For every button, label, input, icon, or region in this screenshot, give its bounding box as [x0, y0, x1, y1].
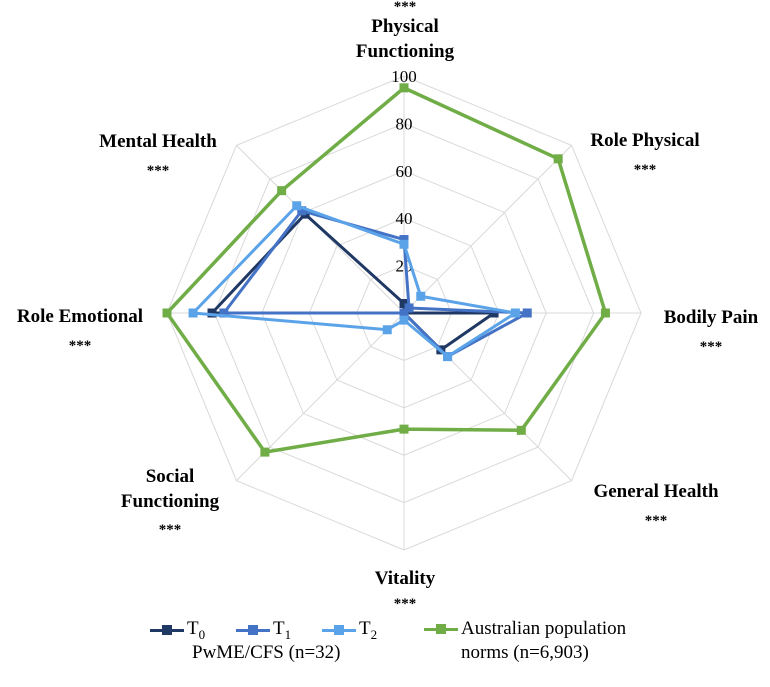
series-point [382, 325, 392, 335]
series-point [399, 235, 409, 245]
legend-caption: PwME/CFS (n=32) [192, 642, 341, 663]
series-point [404, 303, 414, 313]
legend-marker-t0 [162, 625, 172, 636]
series-group [162, 83, 610, 457]
legend: T0 T1 T2 PwME/CFS (n=32) Australian popu… [150, 618, 750, 684]
series-point [510, 308, 520, 318]
series-point [162, 308, 172, 318]
axis-label: Role Emotional [17, 306, 143, 327]
legend-item-t2: T2 [322, 618, 377, 643]
axis-label: Physical [371, 16, 439, 37]
series-point [443, 352, 453, 362]
series-point [399, 308, 409, 318]
series-line [222, 209, 529, 359]
series-point [399, 83, 409, 93]
series-point [292, 201, 302, 211]
axis-label: Functioning [121, 491, 220, 512]
series-line [210, 212, 496, 352]
legend-label-t0: T0 [187, 618, 206, 642]
legend-label-t1: T1 [273, 618, 292, 642]
legend-label-t2: T2 [359, 618, 378, 642]
series-point [516, 425, 526, 435]
tick-label: 60 [396, 162, 413, 181]
series-point [522, 308, 532, 318]
axis-label: Vitality [375, 568, 436, 589]
legend-item-t1: T1 [236, 618, 291, 643]
significance-marker: *** [700, 339, 723, 355]
tick-label: 100 [391, 67, 417, 86]
axis-labels: Physical Functioning *** Role Physical *** Bo… [17, 0, 759, 612]
significance-marker: *** [394, 596, 417, 612]
series-point [219, 308, 229, 318]
legend-swatch-t0 [150, 623, 184, 637]
axis-label: General Health [593, 481, 718, 502]
legend-swatch-norms [424, 622, 458, 636]
axis-label: Social [146, 466, 195, 487]
significance-marker: *** [645, 513, 668, 529]
axis-label: Functioning [356, 41, 455, 62]
axis-label: Mental Health [99, 131, 217, 152]
legend-marker-norms [436, 624, 446, 634]
tick-label: 80 [396, 114, 413, 133]
legend-label-norms-2: norms (n=6,903) [461, 642, 589, 663]
significance-marker: *** [394, 0, 417, 15]
series-point [600, 308, 610, 318]
legend-item-norms: Australian population [424, 618, 626, 640]
series-point [207, 308, 217, 318]
grid-spoke [403, 145, 572, 314]
significance-marker: *** [69, 338, 92, 354]
axis-label: Role Physical [590, 130, 699, 151]
legend-item-t0: T0 [150, 618, 205, 643]
legend-label-norms-1: Australian population [461, 618, 627, 639]
axis-label: Bodily Pain [664, 307, 759, 328]
series-point [260, 447, 270, 457]
significance-marker: *** [634, 162, 657, 178]
legend-marker-t2 [334, 625, 344, 636]
series-point [188, 308, 198, 318]
significance-marker: *** [159, 522, 182, 538]
tick-label: 40 [396, 209, 413, 228]
series-point [399, 424, 409, 434]
series-point [277, 186, 287, 196]
series-point [399, 299, 409, 309]
legend-marker-t1 [248, 625, 258, 636]
series-point [297, 206, 307, 216]
series-point [553, 154, 563, 164]
series-point [399, 239, 409, 249]
series-point [416, 291, 426, 301]
series-point [399, 315, 409, 325]
legend-swatch-t2 [322, 623, 356, 637]
legend-swatch-t1 [236, 623, 270, 637]
significance-marker: *** [147, 163, 170, 179]
